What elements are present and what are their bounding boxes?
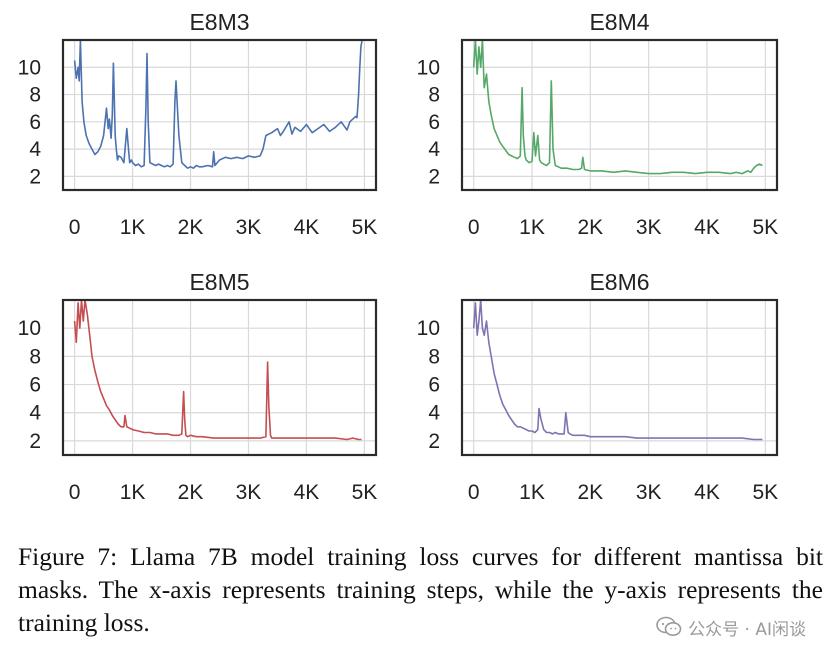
x-tick-label: 3K (236, 481, 262, 504)
y-tick-label: 2 (428, 430, 440, 453)
x-tick-label: 5K (752, 481, 778, 504)
subplot-title: E8M3 (189, 9, 249, 35)
x-tick-label: 5K (352, 481, 378, 504)
plot-area (63, 40, 376, 190)
watermark: 公众号 · AI闲谈 (656, 611, 806, 643)
figure-caption: Figure 7: Llama 7B model training loss c… (18, 542, 823, 637)
loss-curve (73, 39, 363, 169)
x-tick-label: 4K (694, 216, 720, 239)
y-tick-label: 4 (29, 138, 41, 161)
subplot-title: E8M6 (589, 269, 649, 295)
watermark-text: 公众号 · AI闲谈 (688, 619, 806, 640)
x-tick-label: 5K (752, 216, 778, 239)
plot-area (462, 40, 777, 190)
y-tick-label: 8 (428, 345, 440, 368)
x-tick-label: 3K (636, 481, 662, 504)
x-tick-label: 2K (577, 216, 603, 239)
figure-grid: E8M3 0 1K 2K 3K 4K 5K 2 4 6 8 10 E8M4 0 1K 2K 3K 4K 5K 2 4 6 8… (18, 9, 779, 504)
x-tick-label: 4K (294, 481, 320, 504)
x-tick-label: 2K (577, 481, 603, 504)
x-tick-label: 0 (468, 481, 480, 504)
plot-area (63, 300, 376, 455)
x-tick-label: 0 (69, 481, 81, 504)
subplot-title: E8M5 (189, 269, 249, 295)
axes-frame (61, 298, 378, 457)
x-tick-label: 5K (352, 216, 378, 239)
subplot-e8m6: E8M6 0 1K 2K 3K 4K 5K 2 4 6 8 10 (417, 269, 779, 504)
y-tick-label: 2 (29, 430, 41, 453)
x-tick-label: 4K (694, 481, 720, 504)
y-tick-label: 8 (428, 84, 440, 107)
subplot-e8m5: E8M5 0 1K 2K 3K 4K 5K 2 4 6 8 10 (18, 269, 378, 504)
subplot-e8m3: E8M3 0 1K 2K 3K 4K 5K 2 4 6 8 10 (18, 9, 378, 239)
x-tick-label: 4K (294, 216, 320, 239)
y-tick-label: 4 (428, 138, 440, 161)
y-tick-label: 4 (428, 402, 440, 425)
axes-frame (61, 38, 378, 192)
y-tick-label: 10 (18, 56, 41, 79)
x-tick-label: 1K (120, 481, 146, 504)
x-tick-label: 1K (519, 216, 545, 239)
y-tick-label: 4 (29, 402, 41, 425)
y-tick-label: 2 (428, 165, 440, 188)
subplot-e8m4: E8M4 0 1K 2K 3K 4K 5K 2 4 6 8 10 (417, 9, 779, 239)
y-tick-label: 6 (29, 374, 41, 397)
y-tick-label: 10 (417, 317, 440, 340)
y-tick-label: 2 (29, 165, 41, 188)
x-tick-label: 2K (178, 216, 204, 239)
subplot-title: E8M4 (589, 9, 649, 35)
wechat-icon (656, 616, 682, 636)
y-tick-label: 6 (29, 111, 41, 134)
x-tick-label: 0 (69, 216, 81, 239)
x-tick-label: 2K (178, 481, 204, 504)
y-tick-label: 10 (18, 317, 41, 340)
loss-curve (472, 299, 763, 441)
axes-frame (460, 298, 779, 457)
y-tick-label: 8 (29, 345, 41, 368)
x-tick-label: 3K (636, 216, 662, 239)
loss-curve (472, 39, 763, 175)
x-tick-label: 3K (236, 216, 262, 239)
x-tick-label: 0 (468, 216, 480, 239)
axes-frame (460, 38, 779, 192)
plot-area (462, 300, 777, 455)
x-tick-label: 1K (519, 481, 545, 504)
y-tick-label: 8 (29, 84, 41, 107)
x-tick-label: 1K (120, 216, 146, 239)
y-tick-label: 6 (428, 111, 440, 134)
loss-curve (73, 299, 362, 441)
y-tick-label: 10 (417, 56, 440, 79)
y-tick-label: 6 (428, 374, 440, 397)
